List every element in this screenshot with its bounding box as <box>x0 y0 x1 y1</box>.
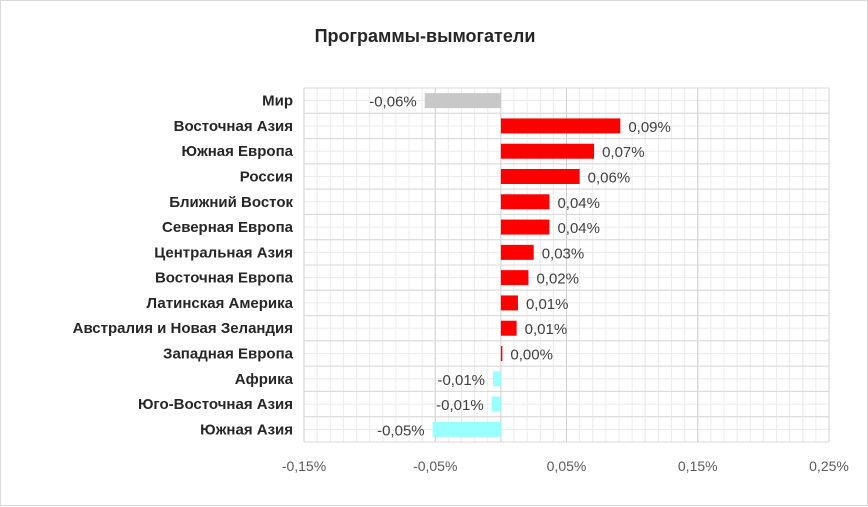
category-label: Южная Азия <box>200 421 293 438</box>
category-label: Россия <box>240 169 293 186</box>
bar <box>491 396 501 412</box>
bar <box>500 118 621 134</box>
value-label: 0,02% <box>536 271 579 288</box>
value-label: 0,09% <box>628 119 671 136</box>
category-label: Мир <box>262 93 293 110</box>
bar <box>424 93 501 109</box>
category-label: Западная Европа <box>163 346 294 363</box>
category-label: Ближний Восток <box>169 194 293 211</box>
category-label: Восточная Европа <box>155 270 294 287</box>
category-label: Африка <box>235 371 294 388</box>
category-label: Северная Европа <box>162 219 294 236</box>
category-label: Центральная Азия <box>154 244 293 261</box>
bars <box>424 93 621 437</box>
value-label: 0,01% <box>525 321 568 338</box>
bar <box>500 169 580 184</box>
value-label: 0,07% <box>602 144 645 161</box>
x-tick-label: 0,25% <box>809 458 849 474</box>
category-label: Восточная Азия <box>174 118 293 135</box>
bar <box>500 194 550 210</box>
value-label: -0,06% <box>369 94 417 111</box>
category-label: Южная Европа <box>181 143 293 160</box>
chart-title: Программы-вымогатели <box>314 26 536 46</box>
x-tick-label: -0,05% <box>413 458 457 474</box>
value-label: 0,00% <box>510 347 553 364</box>
bar <box>500 346 503 361</box>
x-tick-labels: -0,15% -0,05% 0,05% 0,15% 0,25% <box>282 458 849 474</box>
value-label: 0,03% <box>542 245 585 262</box>
category-label: Юго-Восточная Азия <box>138 396 293 413</box>
value-label: -0,05% <box>377 422 425 439</box>
bar <box>500 295 518 311</box>
value-label: -0,01% <box>437 372 485 389</box>
bar <box>493 371 501 387</box>
bar <box>500 219 550 235</box>
category-labels: Мир Восточная Азия Южная Европа Россия Ближн… <box>73 93 294 439</box>
value-label: 0,06% <box>588 170 631 187</box>
x-tick-label: -0,15% <box>282 458 326 474</box>
category-label: Австралия и Новая Зеландия <box>73 320 293 337</box>
bar <box>432 421 501 437</box>
category-label: Латинская Америка <box>147 295 294 312</box>
value-label: 0,04% <box>557 195 600 212</box>
value-label: 0,01% <box>526 296 569 313</box>
bar <box>500 270 529 286</box>
value-label: 0,04% <box>557 220 600 237</box>
gridlines <box>303 87 830 443</box>
bar <box>500 244 534 260</box>
value-label: -0,01% <box>436 397 484 414</box>
x-tick-label: 0,15% <box>678 458 718 474</box>
bar <box>500 143 595 159</box>
bar <box>500 320 517 336</box>
x-tick-label: 0,05% <box>547 458 587 474</box>
value-labels: -0,06% 0,09% 0,07% 0,06% 0,04% 0,04% 0,03% 0,02… <box>369 94 671 440</box>
